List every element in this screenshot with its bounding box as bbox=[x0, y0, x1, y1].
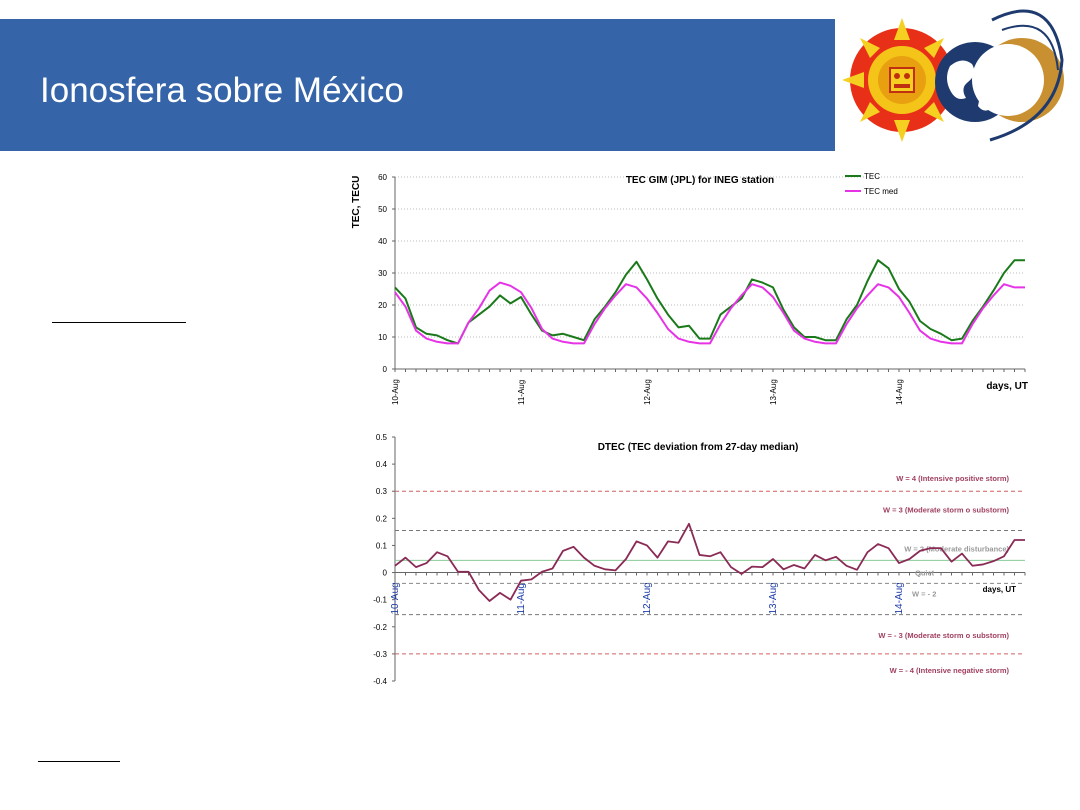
dtec-series bbox=[394, 522, 1025, 602]
title-banner bbox=[0, 19, 835, 151]
dtec-axes: -0.4 -0.3 -0.2 -0.1 0 0.1 0.2 0.3 0.4 0.5 10-Aug 11… bbox=[373, 433, 1026, 686]
y-tick-label: -0.4 bbox=[373, 677, 387, 686]
dtec-chart: -0.4 -0.3 -0.2 -0.1 0 0.1 0.2 0.3 0.4 0.5 10-Aug 11… bbox=[373, 433, 1026, 686]
y-tick-label: -0.2 bbox=[373, 623, 387, 632]
reference-line-label: W = 3 (Moderate storm o substorm) bbox=[883, 506, 1010, 515]
y-tick-label: 40 bbox=[378, 237, 387, 246]
reference-line-label: W = - 2 bbox=[912, 590, 936, 599]
x-tick-label: 13-Aug bbox=[768, 582, 779, 614]
y-tick-label: 50 bbox=[378, 205, 387, 214]
x-tick-label: 14-Aug bbox=[894, 582, 905, 614]
y-tick-label: 20 bbox=[378, 301, 387, 310]
y-tick-label: 30 bbox=[378, 269, 387, 278]
underline-rule bbox=[52, 322, 186, 323]
y-tick-label: 60 bbox=[378, 173, 387, 182]
x-tick-label: 10-Aug bbox=[391, 379, 400, 405]
reference-line-label: W = 4 (Intensive positive storm) bbox=[896, 474, 1009, 483]
reference-line-label: Quiet bbox=[915, 568, 935, 577]
reference-line-label: W = 2 (Moderate disturbance) bbox=[904, 544, 1009, 553]
reference-line-label: W = - 4 (Intensive negative storm) bbox=[890, 666, 1010, 675]
institution-logo bbox=[842, 9, 1064, 142]
y-tick-label: 0 bbox=[383, 569, 388, 578]
legend-label-tec: TEC bbox=[864, 172, 880, 181]
series-line-tec bbox=[394, 259, 1025, 345]
tec-grid bbox=[395, 176, 1025, 338]
tec-x-axis-label: days, UT bbox=[986, 381, 1028, 392]
dtec-reference-lines: W = 4 (Intensive positive storm) W = 3 (M… bbox=[395, 474, 1025, 675]
y-tick-label: 0.1 bbox=[376, 541, 388, 550]
y-tick-label: -0.3 bbox=[373, 650, 387, 659]
sun-emblem-icon bbox=[842, 18, 962, 142]
underline-rule bbox=[38, 761, 120, 762]
x-tick-label: 12-Aug bbox=[642, 582, 653, 614]
x-tick-label: 12-Aug bbox=[643, 379, 652, 405]
x-tick-label: 13-Aug bbox=[769, 379, 778, 405]
y-tick-label: 0.3 bbox=[376, 487, 388, 496]
series-line-dtec bbox=[394, 522, 1025, 602]
tec-legend: TEC TEC med bbox=[845, 172, 898, 196]
tec-axes: 0 10 20 30 40 50 60 10-Aug 11-Aug 12-Aug 13-Aug 14-… bbox=[378, 173, 1026, 405]
y-tick-label: 0.5 bbox=[376, 433, 388, 442]
y-tick-label: 0.4 bbox=[376, 460, 388, 469]
y-tick-label: 0.2 bbox=[376, 514, 388, 523]
reference-line-label: W = - 3 (Moderate storm o substorm) bbox=[878, 631, 1009, 640]
dtec-chart-title: DTEC (TEC deviation from 27-day median) bbox=[598, 442, 799, 453]
series-line-tec-med bbox=[394, 281, 1025, 345]
tec-series bbox=[394, 259, 1025, 345]
tec-chart: 0 10 20 30 40 50 60 10-Aug 11-Aug 12-Aug 13-Aug 14-… bbox=[351, 172, 1028, 405]
x-tick-label: 11-Aug bbox=[517, 380, 526, 405]
moon-icon bbox=[972, 38, 1064, 122]
legend-label-tec-med: TEC med bbox=[864, 187, 898, 196]
y-tick-label: 0 bbox=[383, 365, 388, 374]
x-tick-label: 11-Aug bbox=[516, 583, 527, 615]
x-tick-label: 14-Aug bbox=[895, 379, 904, 405]
y-tick-label: 10 bbox=[378, 333, 387, 342]
tec-chart-title: TEC GIM (JPL) for INEG station bbox=[626, 175, 774, 186]
dtec-x-axis-label: days, UT bbox=[983, 585, 1016, 594]
slide-title: Ionosfera sobre México bbox=[40, 71, 404, 110]
x-tick-label: 10-Aug bbox=[390, 582, 401, 614]
tec-y-axis-label: TEC, TECU bbox=[351, 176, 362, 229]
y-tick-label: -0.1 bbox=[373, 596, 387, 605]
